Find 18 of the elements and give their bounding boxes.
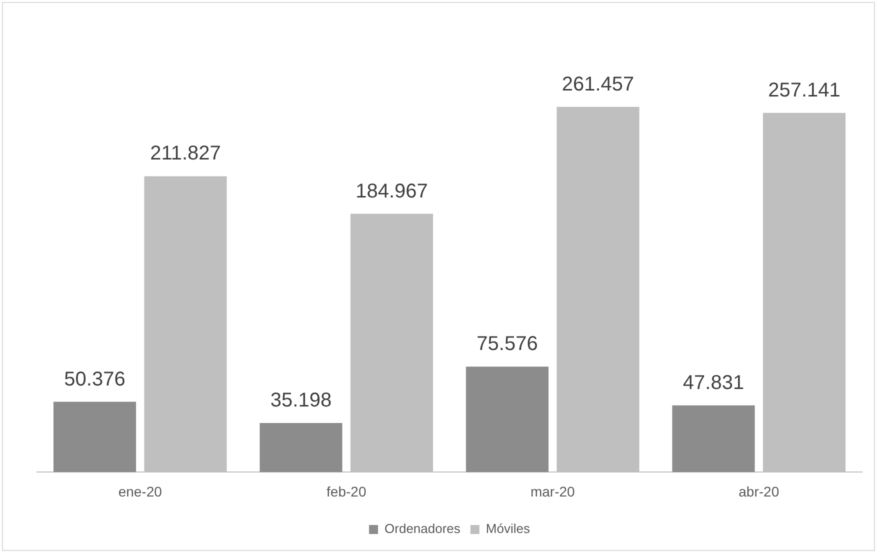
data-label: 184.967 [356, 180, 428, 202]
bar [53, 402, 136, 472]
data-label: 261.457 [562, 73, 634, 96]
data-label: 211.827 [150, 142, 221, 165]
data-label: 35.198 [270, 390, 332, 412]
x-tick-label: feb-20 [326, 483, 366, 500]
x-tick-label: ene-20 [118, 483, 162, 500]
x-tick-label: abr-20 [738, 483, 780, 500]
data-label: 50.376 [64, 368, 126, 390]
data-label: 257.141 [768, 79, 840, 102]
data-label: 47.831 [682, 372, 744, 394]
legend-label: Móviles [486, 521, 530, 536]
data-label: 75.576 [476, 333, 538, 356]
bar [260, 423, 342, 472]
bar [466, 366, 549, 472]
bar [672, 405, 755, 472]
x-tick-label: mar-20 [530, 483, 576, 500]
legend-label: Ordenadores [384, 521, 461, 536]
